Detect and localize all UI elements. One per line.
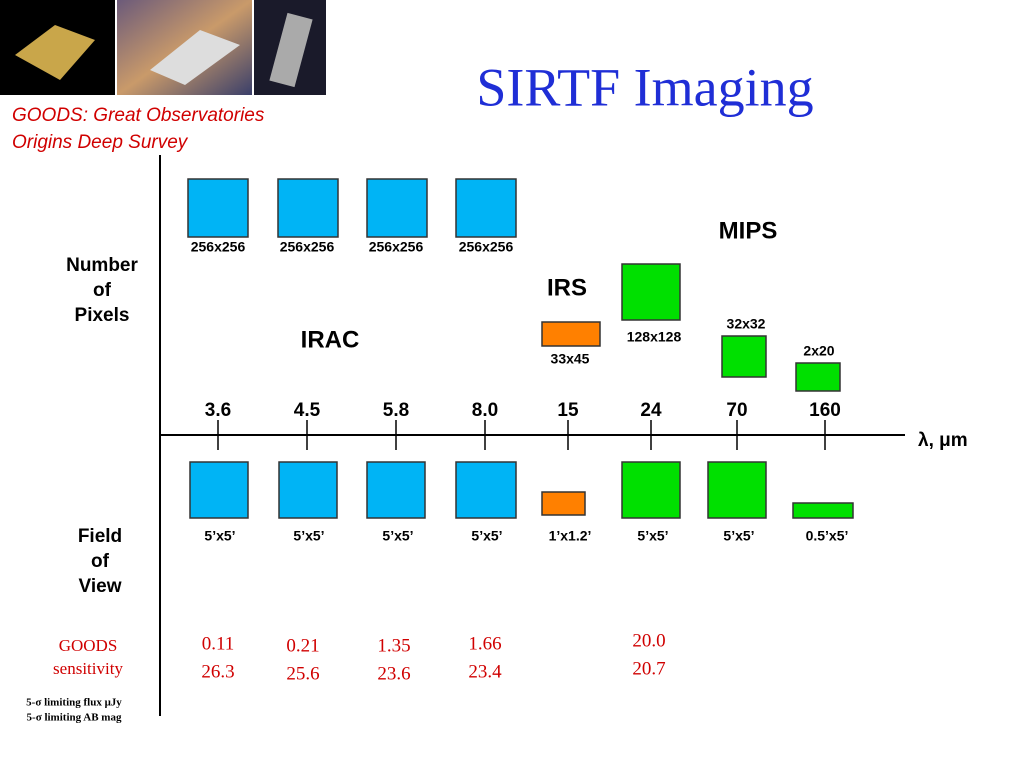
pixel-label: 32x32 [727,316,766,332]
wavelength-label: 160 [809,400,841,421]
instrument-label: IRAC [301,326,360,353]
row-label: of [91,551,110,572]
flux-value: 1.35 [377,635,410,656]
flux-value: 0.11 [202,633,235,654]
flux-value: 20.0 [632,630,665,651]
row-label: Field [78,526,122,547]
title: SIRTF Imaging [476,57,813,117]
pixel-label: 256x256 [369,239,424,255]
pixel-box [455,178,517,238]
fov-box [621,461,681,519]
instrument-label: MIPS [719,217,778,244]
wavelength-label: 70 [726,400,747,421]
fov-box [455,461,517,519]
fov-box [707,461,767,519]
satellite-shape [150,30,240,85]
mag-value: 20.7 [632,658,665,679]
mag-value: 23.4 [468,661,502,682]
pixel-label: 256x256 [280,239,335,255]
pixel-box [541,321,601,347]
wavelength-label: 15 [557,400,579,421]
pixel-box [187,178,249,238]
pixel-box [621,263,681,321]
pixel-box [795,362,841,392]
sensitivity-label: GOODS [59,636,118,655]
flux-value: 0.21 [286,635,319,656]
pixel-box [721,335,767,378]
subtitle: GOODS: Great Observatories [12,105,265,126]
pixel-label: 33x45 [551,351,590,367]
fov-box [792,502,854,519]
pixel-box [277,178,339,238]
wavelength-label: 5.8 [383,400,409,421]
mag-value: 23.6 [377,663,410,684]
satellite-shape [15,25,95,80]
pixel-label: 256x256 [191,239,246,255]
fov-box [278,461,338,519]
pixel-label: 256x256 [459,239,514,255]
row-label: View [79,576,122,597]
pixel-label: 2x20 [803,343,834,359]
fov-label: 5’x5’ [723,528,754,544]
mag-value: 25.6 [286,663,319,684]
row-label: Number [66,255,138,276]
mag-value: 26.3 [201,661,234,682]
sensitivity-note: 5-σ limiting AB mag [27,712,122,724]
sensitivity-note: 5-σ limiting flux μJy [26,697,122,709]
axis-label: λ, μm [918,430,968,451]
fov-label: 5’x5’ [637,528,668,544]
wavelength-label: 4.5 [294,400,321,421]
subtitle: Origins Deep Survey [12,132,189,153]
fov-label: 1’x1.2’ [549,528,592,544]
satellite-shape [269,12,313,88]
fov-box [366,461,426,519]
fov-label: 5’x5’ [204,528,235,544]
fov-label: 5’x5’ [293,528,324,544]
fov-label: 0.5’x5’ [806,528,849,544]
row-label: of [93,280,112,301]
fov-box [189,461,249,519]
sensitivity-label: sensitivity [53,659,123,678]
fov-label: 5’x5’ [382,528,413,544]
row-label: Pixels [75,305,130,326]
pixel-box [366,178,428,238]
wavelength-label: 3.6 [205,400,231,421]
wavelength-label: 24 [640,400,662,421]
flux-value: 1.66 [468,633,501,654]
wavelength-label: 8.0 [472,400,498,421]
fov-box [541,491,586,516]
pixel-label: 128x128 [627,329,682,345]
instrument-label: IRS [547,274,587,301]
fov-label: 5’x5’ [471,528,502,544]
